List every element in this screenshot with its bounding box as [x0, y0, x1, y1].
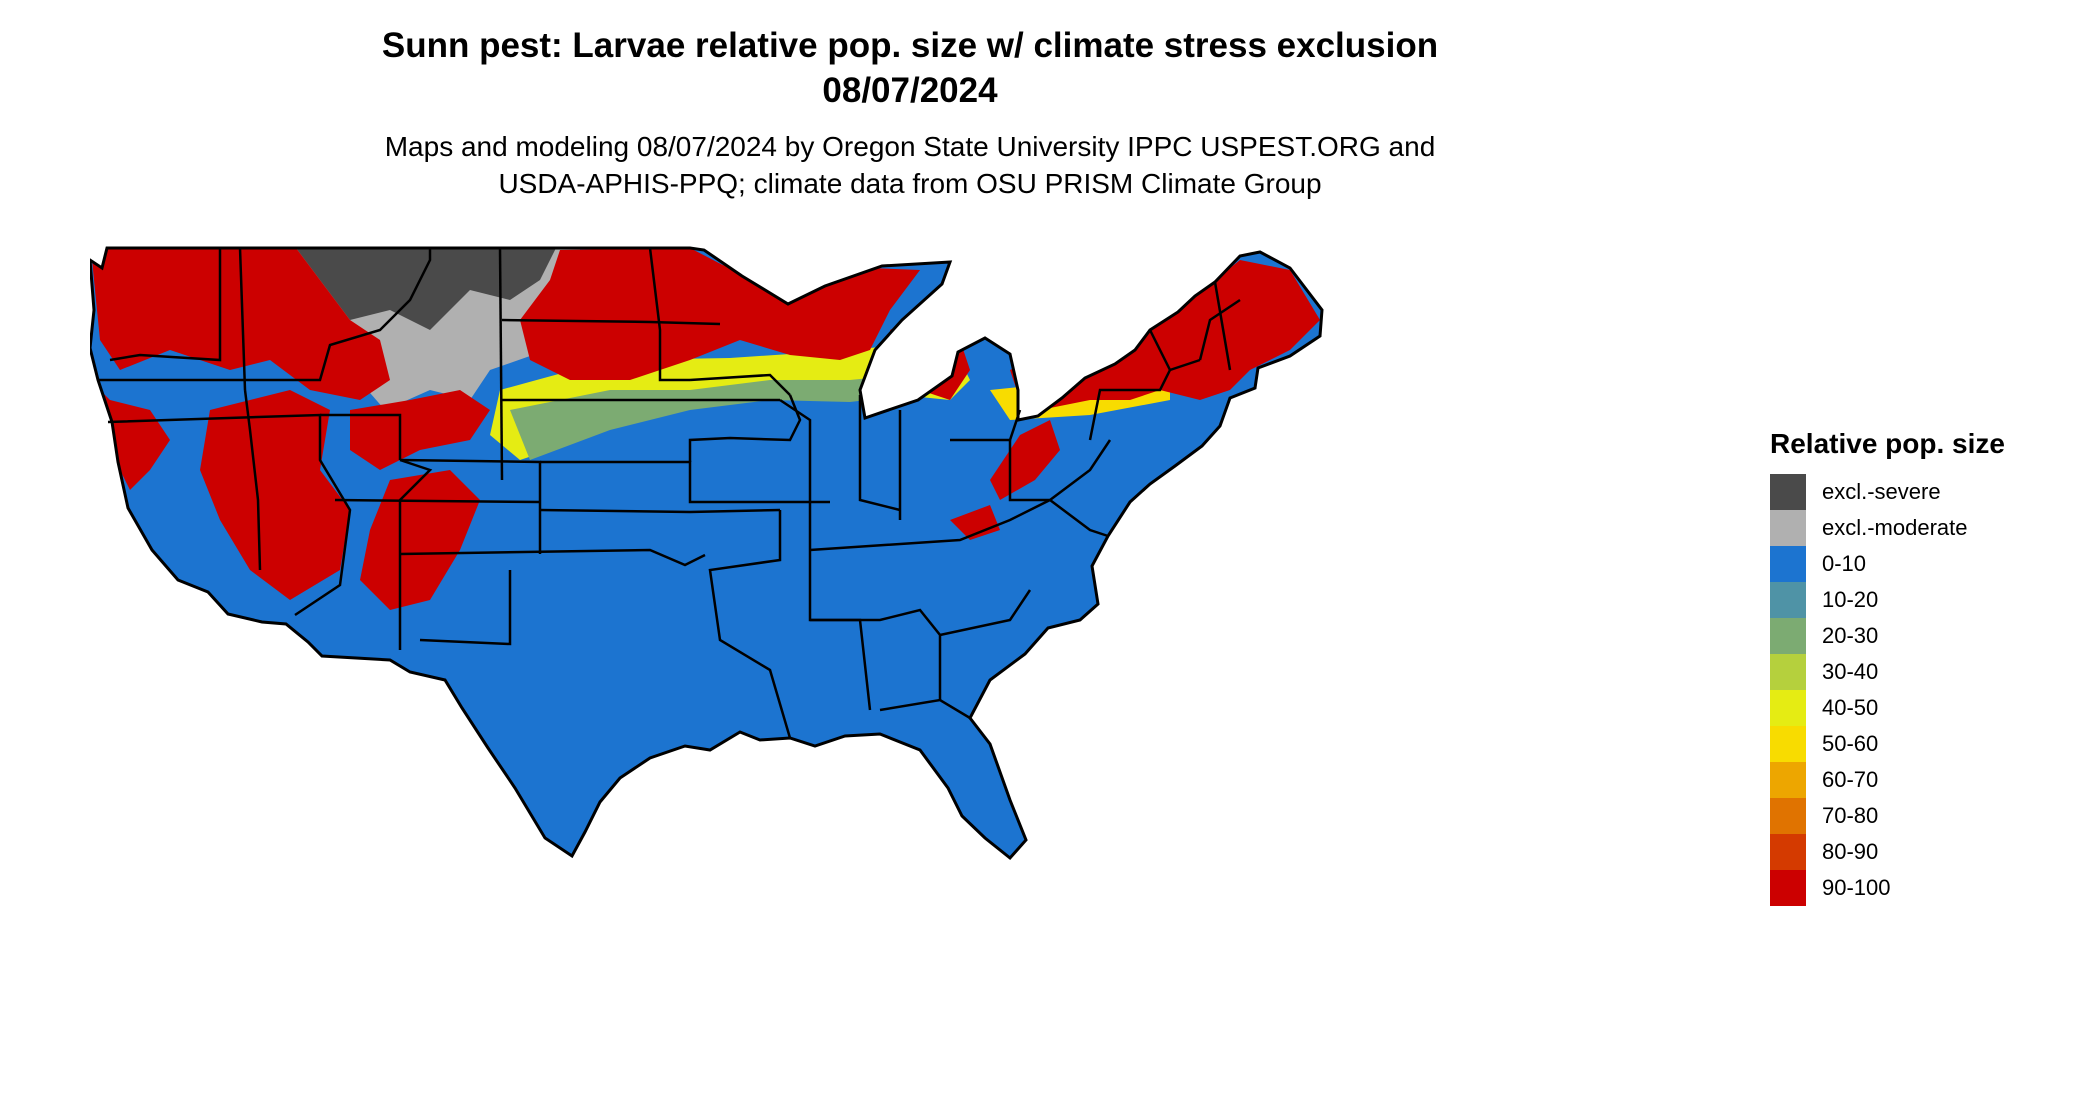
legend-label: 10-20	[1822, 587, 1879, 612]
legend-label: 40-50	[1822, 695, 1879, 720]
state-border	[689, 373, 791, 396]
legend-swatch	[1770, 654, 1806, 690]
legend-label: 80-90	[1822, 839, 1879, 864]
zone-excl-severe	[290, 248, 560, 330]
state-border	[398, 458, 433, 650]
map-title: Sunn pest: Larvae relative pop. size w/ …	[381, 26, 1439, 65]
zone-90-100	[520, 248, 850, 380]
state-border	[1213, 281, 1232, 371]
zone-excl-moderate	[250, 660, 340, 710]
state-border	[1148, 329, 1172, 371]
state-border	[320, 413, 402, 460]
state-border	[498, 247, 504, 481]
state-border	[708, 510, 792, 739]
legend-label: excl.-moderate	[1822, 515, 1968, 540]
state-border	[688, 394, 802, 462]
legend-item: 90-100	[1770, 870, 2005, 906]
state-border	[399, 548, 706, 567]
state-border	[107, 413, 352, 617]
map-date: 08/07/2024	[822, 71, 998, 110]
legend-swatch	[1770, 798, 1806, 834]
state-border	[109, 248, 222, 362]
state-border	[238, 247, 247, 391]
state-border	[1049, 499, 1109, 538]
state-border	[779, 398, 812, 550]
legend-swatch	[1770, 546, 1806, 582]
legend-item: 60-70	[1770, 762, 2005, 798]
legend-swatch	[1770, 582, 1806, 618]
legend-label: 30-40	[1822, 659, 1879, 684]
legend-label: 50-60	[1822, 731, 1879, 756]
legend-label: 90-100	[1822, 875, 1891, 900]
state-border	[939, 589, 1032, 637]
state-border	[879, 698, 971, 720]
subtitle-line-1: Maps and modeling 08/07/2024 by Oregon S…	[384, 131, 1436, 162]
legend-label: 0-10	[1822, 551, 1867, 576]
state-border	[334, 498, 541, 504]
state-border	[1088, 388, 1130, 441]
legend-label: 60-70	[1822, 767, 1879, 792]
legend-item: 40-50	[1770, 690, 2005, 726]
legend-label: excl.-severe	[1822, 479, 1941, 504]
zone-20-30	[510, 370, 950, 460]
legend-items: excl.-severe excl.-moderate 0-10 10-20 20-30…	[1770, 474, 2005, 906]
zone-90-100	[990, 420, 1060, 500]
state-border	[419, 570, 512, 646]
legend-item: excl.-moderate	[1770, 510, 2005, 546]
state-border	[810, 608, 942, 700]
legend-item: 80-90	[1770, 834, 2005, 870]
zone-90-100	[1010, 260, 1320, 410]
subtitle-line-2: USDA-APHIS-PPQ; climate data from OSU PR…	[498, 168, 1322, 199]
legend-label: 20-30	[1822, 623, 1879, 648]
zone-90-100	[360, 470, 480, 610]
state-border	[98, 248, 432, 382]
state-border	[1198, 298, 1241, 361]
legend-swatch	[1770, 474, 1806, 510]
legend-item: 0-10	[1770, 546, 2005, 582]
population-raster	[90, 248, 1322, 858]
legend-label: 70-80	[1822, 803, 1879, 828]
legend-swatch	[1770, 762, 1806, 798]
legend: Relative pop. size excl.-severe excl.-mod…	[1770, 428, 2005, 906]
state-borders	[98, 247, 1241, 739]
legend-swatch	[1770, 834, 1806, 870]
legend-swatch	[1770, 510, 1806, 546]
state-border	[1130, 358, 1201, 392]
zone-90-100	[200, 390, 350, 600]
legend-item: 70-80	[1770, 798, 2005, 834]
legend-swatch	[1770, 870, 1806, 906]
state-border	[858, 395, 901, 512]
state-border	[648, 247, 690, 382]
zone-90-100	[90, 380, 170, 490]
legend-item: 50-60	[1770, 726, 2005, 762]
legend-swatch	[1770, 726, 1806, 762]
zone-90-100	[350, 390, 490, 470]
zone-90-100	[90, 248, 390, 400]
us-outline	[90, 246, 1324, 861]
legend-item: 20-30	[1770, 618, 2005, 654]
legend-item: excl.-severe	[1770, 474, 2005, 510]
state-border	[540, 460, 830, 504]
zone-90-100	[950, 505, 1000, 540]
state-border	[539, 508, 781, 514]
legend-swatch	[1770, 690, 1806, 726]
state-border	[501, 318, 721, 326]
legend-item: 30-40	[1770, 654, 2005, 690]
state-border	[809, 498, 1051, 552]
legend-item: 10-20	[1770, 582, 2005, 618]
state-border	[243, 389, 262, 571]
legend-title: Relative pop. size	[1770, 428, 2005, 459]
legend-swatch	[1770, 618, 1806, 654]
us-map	[90, 246, 1324, 861]
